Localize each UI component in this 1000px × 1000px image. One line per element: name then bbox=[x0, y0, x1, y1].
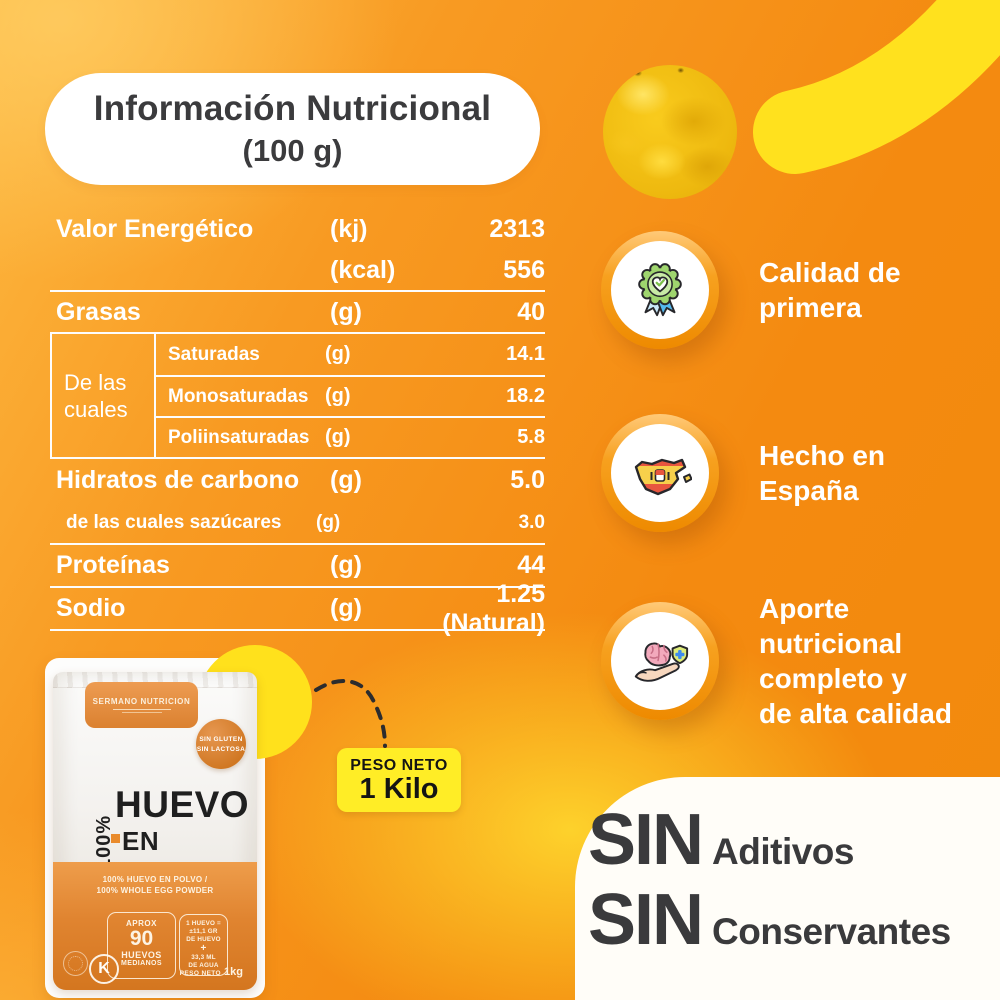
nutrient-unit: (kcal) bbox=[330, 255, 396, 284]
title-pill: Información Nutricional (100 g) bbox=[45, 73, 540, 185]
page-title: Información Nutricional bbox=[93, 89, 492, 128]
table-row-energy-kj: Valor Energético (kj) 2313 bbox=[50, 208, 545, 250]
feature-label: Calidad de primera bbox=[759, 257, 901, 323]
kosher-icon: K bbox=[89, 954, 119, 984]
bag-lower-section: 100% HUEVO EN POLVO / 100% WHOLE EGG POW… bbox=[53, 862, 257, 990]
net-weight-callout: PESO NETO 1 Kilo bbox=[337, 748, 461, 812]
product-bag: SERMANO NUTRICION SIN GLUTEN SIN LACTOSA… bbox=[53, 672, 257, 990]
spain-map-icon bbox=[634, 458, 692, 496]
egg-equivalence-box: 1 HUEVO = ±11,1 GR DE HUEVO + 33,3 ML DE… bbox=[179, 914, 228, 976]
approx-eggs-box: APROX 90 HUEVOS MEDIANOS bbox=[107, 912, 176, 979]
bag-description: 100% HUEVO EN POLVO / 100% WHOLE EGG POW… bbox=[96, 875, 214, 895]
bag-net-weight: PESO NETO 1kg bbox=[179, 966, 243, 978]
feature-badge-circle bbox=[601, 602, 719, 720]
nutrient-value: 5.0 bbox=[510, 466, 545, 494]
nutrient-label: Poliinsaturadas bbox=[168, 426, 310, 448]
table-row-fats: Grasas (g) 40 bbox=[50, 292, 545, 334]
nutrient-unit: (g) bbox=[325, 343, 351, 365]
nutrient-label: Grasas bbox=[56, 297, 141, 326]
claim-no-preservatives: SIN Conservantes bbox=[588, 880, 951, 960]
orange-square-marker bbox=[111, 834, 120, 843]
table-row-saturated: Saturadas (g) 14.1 bbox=[156, 334, 545, 375]
nutrient-label: Proteínas bbox=[56, 551, 170, 579]
feature-badge-circle bbox=[601, 414, 719, 532]
nutrient-value: 5.8 bbox=[517, 426, 545, 448]
feature-nutrition: Aporte nutricional completo y de alta ca… bbox=[601, 591, 952, 731]
table-row-protein: Proteínas (g) 44 bbox=[50, 545, 545, 588]
nutrient-label: Monosaturadas bbox=[168, 385, 309, 407]
nutrient-unit: (g) bbox=[330, 594, 362, 622]
table-row-sodium: Sodio (g) 1.25 (Natural) bbox=[50, 580, 545, 637]
nutrition-table: Valor Energético (kj) 2313 (kcal) 556 Gr… bbox=[50, 208, 545, 637]
feature-spain: Hecho en España bbox=[601, 414, 885, 532]
claims-panel: SIN Aditivos SIN Conservantes bbox=[575, 777, 1000, 1000]
feature-badge-circle bbox=[601, 231, 719, 349]
feature-quality: Calidad de primera bbox=[601, 231, 901, 349]
feature-label: Aporte nutricional completo y de alta ca… bbox=[759, 593, 952, 729]
page-subtitle: (100 g) bbox=[242, 133, 343, 168]
table-row-monounsaturated: Monosaturadas (g) 18.2 bbox=[156, 375, 545, 416]
nutrient-value: 1.25 (Natural) bbox=[442, 579, 545, 637]
nutrient-unit: (g) bbox=[330, 297, 362, 326]
certification-stamp-icon bbox=[63, 951, 88, 976]
quality-award-icon bbox=[638, 263, 682, 317]
nutrient-unit: (g) bbox=[325, 426, 351, 448]
nutrient-value: 40 bbox=[517, 297, 545, 326]
nutrient-unit: (g) bbox=[330, 551, 362, 579]
table-row-polyunsaturated: Poliinsaturadas (g) 5.8 bbox=[156, 416, 545, 457]
nutrient-value: 14.1 bbox=[506, 343, 545, 365]
feature-label: Hecho en España bbox=[759, 440, 886, 506]
subgroup-label: De las cuales bbox=[50, 334, 156, 457]
nutrient-value: 18.2 bbox=[506, 385, 545, 407]
brand-label: SERMANO NUTRICION bbox=[85, 682, 198, 728]
nutrient-label: Sodio bbox=[56, 594, 126, 622]
percent-label: 100% bbox=[93, 814, 115, 870]
nutrient-label: Saturadas bbox=[168, 343, 260, 365]
nutrient-unit: (g) bbox=[330, 466, 362, 494]
nutrient-value: 44 bbox=[517, 551, 545, 579]
nutrient-unit: (g) bbox=[325, 385, 351, 407]
free-from-badge: SIN GLUTEN SIN LACTOSA bbox=[196, 719, 246, 769]
egg-powder-photo bbox=[603, 65, 737, 199]
nutrient-label: de las cuales sazúcares bbox=[66, 511, 282, 533]
nutrient-value: 2313 bbox=[489, 214, 545, 243]
table-row-energy-kcal: (kcal) 556 bbox=[50, 250, 545, 292]
nutrient-value: 3.0 bbox=[518, 511, 545, 533]
claim-no-additives: SIN Aditivos bbox=[588, 800, 854, 880]
brand-name: SERMANO NUTRICION bbox=[92, 696, 191, 706]
table-row-sugars: de las cuales sazúcares (g) 3.0 bbox=[50, 502, 545, 545]
nutrient-label: Valor Energético bbox=[56, 214, 254, 243]
fats-subgroup: De las cuales Saturadas (g) 14.1 Monosat… bbox=[50, 334, 545, 459]
table-row-carbs: Hidratos de carbono (g) 5.0 bbox=[50, 459, 545, 502]
nutrient-value: 556 bbox=[503, 255, 545, 284]
nutrient-label: Hidratos de carbono bbox=[56, 466, 300, 494]
brain-nutrition-icon bbox=[634, 642, 689, 682]
nutrient-unit: (g) bbox=[316, 511, 341, 533]
nutrient-unit: (kj) bbox=[330, 214, 368, 243]
